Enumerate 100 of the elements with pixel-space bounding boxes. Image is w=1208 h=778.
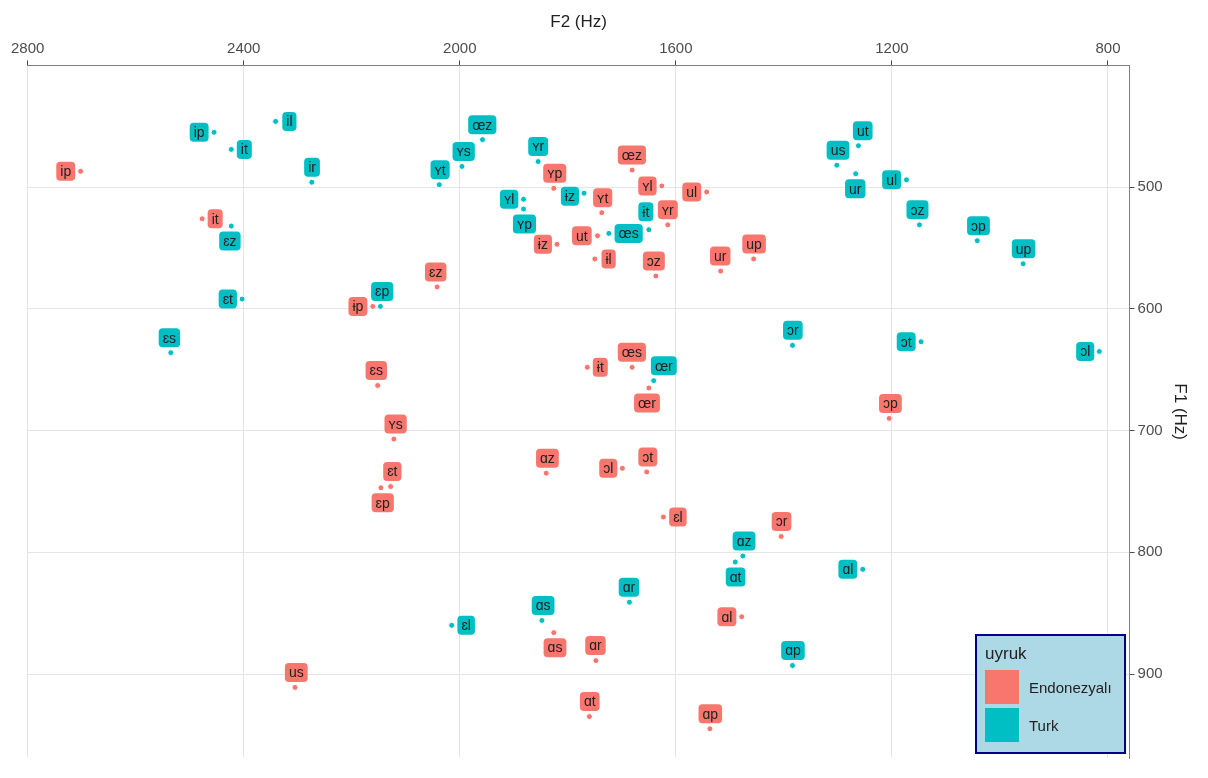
- point: [628, 363, 636, 371]
- data-label: ɨz: [564, 188, 575, 205]
- data-label: œs: [618, 225, 639, 242]
- point: [553, 240, 561, 248]
- data-label: ʏp: [516, 215, 533, 232]
- y-tick-label: 800: [1137, 542, 1163, 560]
- data-label: ɔt: [900, 333, 912, 350]
- point: [594, 232, 602, 240]
- legend-title: uyruk: [985, 644, 1028, 664]
- point: [703, 188, 711, 196]
- data-label: œr: [654, 357, 674, 374]
- data-label: œz: [472, 116, 493, 133]
- point: [1019, 260, 1027, 268]
- x-tick-label: 800: [1095, 38, 1121, 56]
- data-label: ɨz: [537, 236, 548, 253]
- data-label: ɑr: [622, 579, 636, 596]
- point: [167, 349, 175, 357]
- data-label: ɛl: [673, 508, 683, 525]
- point: [777, 532, 785, 540]
- point: [739, 552, 747, 560]
- point: [387, 483, 395, 491]
- data-label: ʏt: [434, 161, 446, 178]
- point: [645, 384, 653, 392]
- data-label: ɔz: [646, 252, 661, 269]
- data-label: ɛt: [387, 463, 398, 480]
- x-tick-label: 2000: [443, 38, 477, 56]
- point: [1095, 347, 1103, 355]
- x-axis-title: F2 (Hz): [550, 11, 607, 31]
- data-label: ul: [886, 171, 898, 188]
- data-label: up: [746, 235, 763, 252]
- point: [583, 363, 591, 371]
- data-label: ip: [193, 124, 205, 141]
- data-label: œr: [638, 394, 657, 411]
- data-label: ʏr: [532, 138, 545, 155]
- point: [917, 338, 925, 346]
- point: [903, 176, 910, 184]
- point: [915, 221, 923, 229]
- point: [592, 657, 600, 665]
- point: [650, 377, 658, 385]
- point: [645, 226, 653, 234]
- point: [210, 128, 218, 136]
- data-label: ʏt: [597, 189, 609, 206]
- point: [520, 195, 528, 203]
- data-label: ɑt: [583, 693, 596, 710]
- data-label: ɔl: [603, 460, 614, 477]
- data-label: ʏr: [661, 201, 675, 218]
- point: [605, 229, 613, 237]
- y-tick-label: 600: [1137, 298, 1163, 316]
- legend-label: Endonezyalı: [1029, 678, 1112, 696]
- data-label: ɑz: [736, 532, 752, 549]
- point: [750, 255, 758, 263]
- point: [652, 272, 660, 280]
- data-label: œs: [621, 344, 642, 361]
- point: [377, 484, 385, 492]
- data-label: ʏl: [642, 177, 653, 194]
- data-label: ʏl: [503, 191, 515, 208]
- data-label: ɨl: [605, 250, 612, 267]
- point: [598, 209, 606, 217]
- point: [550, 629, 558, 637]
- point: [885, 414, 893, 422]
- point: [435, 181, 443, 189]
- point: [77, 167, 85, 175]
- point: [833, 161, 841, 169]
- point: [717, 267, 725, 275]
- data-label: ɛz: [428, 263, 443, 280]
- data-label: ɛz: [223, 232, 237, 249]
- point: [238, 295, 246, 303]
- point: [369, 302, 377, 310]
- point: [731, 558, 739, 566]
- data-label: ur: [714, 247, 727, 264]
- y-axis-title: F1 (Hz): [1171, 383, 1191, 441]
- data-label: it: [211, 210, 219, 227]
- data-label: us: [288, 664, 304, 681]
- legend-label: Turk: [1029, 716, 1059, 734]
- data-label: ɑl: [842, 561, 854, 578]
- x-tick-label: 2400: [227, 38, 261, 56]
- point: [534, 158, 542, 166]
- point: [376, 302, 384, 310]
- point: [585, 713, 593, 721]
- point: [520, 205, 528, 213]
- point: [448, 621, 456, 629]
- data-label: ʏp: [547, 165, 563, 182]
- point: [659, 513, 667, 521]
- data-label: ɔp: [971, 217, 987, 234]
- data-label: ɨt: [596, 359, 604, 376]
- point: [664, 221, 672, 229]
- data-label: ɔl: [1080, 343, 1091, 360]
- data-label: ɛt: [222, 290, 234, 307]
- point: [272, 117, 280, 125]
- data-label: il: [286, 113, 293, 130]
- point: [658, 182, 666, 190]
- point: [859, 565, 867, 573]
- point: [625, 598, 633, 606]
- data-label: ɔr: [787, 322, 800, 339]
- data-label: ɛs: [369, 362, 383, 379]
- point: [227, 145, 235, 153]
- data-label: ɑz: [540, 450, 555, 467]
- data-label: ʏs: [456, 143, 471, 160]
- point: [291, 683, 299, 691]
- point: [591, 255, 599, 263]
